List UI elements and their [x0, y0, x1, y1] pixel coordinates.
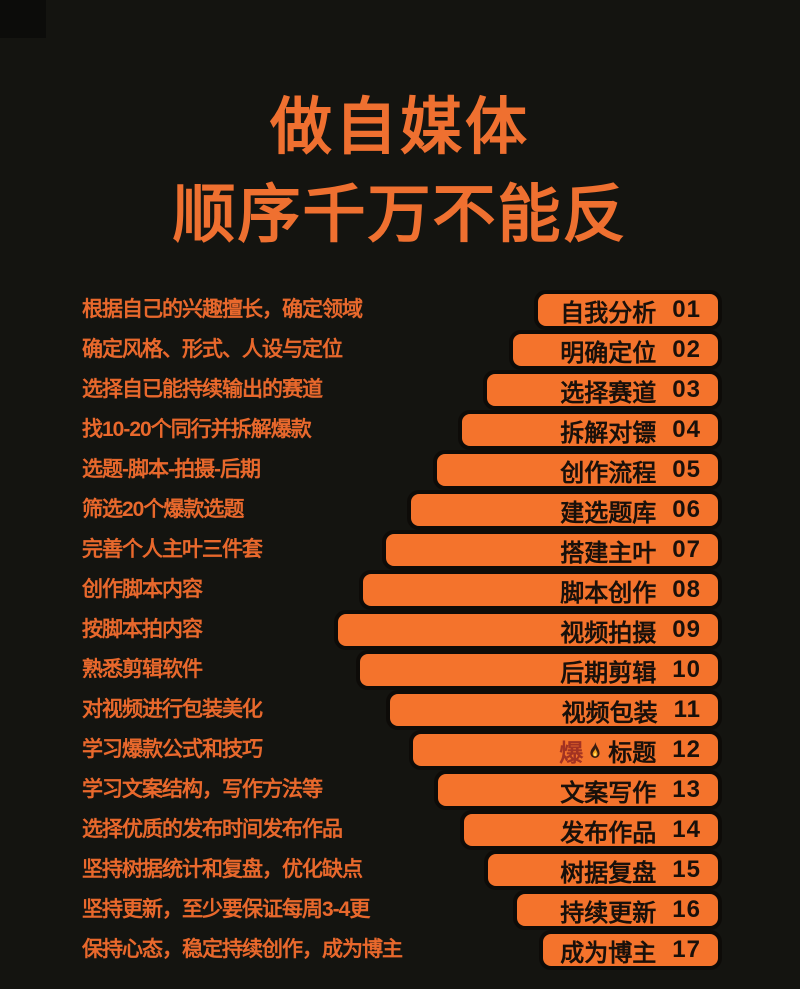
step-label: 自我分析 [560, 299, 657, 327]
step-description: 学习爆款公式和技巧 [82, 738, 263, 761]
step-label: 成为博主 [560, 939, 657, 967]
step-label: 视频拍摄 [560, 619, 657, 647]
corner-shadow [0, 0, 46, 38]
step-row: 找10-20个同行并拆解爆款 拆解对镖 04 [0, 414, 800, 447]
step-row: 坚持树据统计和复盘，优化缺点 树据复盘 15 [0, 854, 800, 887]
step-description: 对视频进行包装美化 [82, 698, 263, 721]
step-bar: 建选题库 06 [411, 494, 718, 527]
step-label: 后期剪辑 [560, 659, 657, 687]
title-line-2: 顺序千万不能反 [172, 180, 628, 250]
step-description: 学习文案结构，写作方法等 [82, 778, 323, 801]
step-description: 创作脚本内容 [82, 578, 203, 601]
step-label: 创作流程 [560, 459, 657, 487]
step-row: 学习爆款公式和技巧 爆 标题 12 [0, 733, 800, 768]
step-row: 选题-脚本-拍摄-后期 创作流程 05 [0, 454, 800, 487]
step-label: 爆 标题 [559, 733, 656, 768]
step-number: 08 [672, 576, 701, 603]
step-number: 05 [672, 456, 701, 483]
step-bar: 文案写作 13 [438, 774, 718, 807]
step-number: 14 [672, 816, 701, 843]
step-bar: 树据复盘 15 [488, 854, 718, 887]
step-label: 文案写作 [560, 779, 657, 807]
step-description: 完善个人主叶三件套 [82, 538, 263, 561]
step-bar: 创作流程 05 [437, 454, 718, 487]
step-description: 保持心态，稳定持续创作，成为博主 [82, 938, 403, 961]
step-number: 13 [672, 776, 701, 803]
step-label: 视频包装 [561, 699, 658, 727]
step-label: 建选题库 [560, 499, 657, 527]
step-description: 按脚本拍内容 [82, 618, 203, 641]
step-row: 熟悉剪辑软件 后期剪辑 10 [0, 654, 800, 687]
step-description: 根据自己的兴趣擅长，确定领域 [82, 298, 363, 321]
step-number: 09 [672, 616, 701, 643]
step-bar: 发布作品 14 [464, 814, 718, 847]
step-bar: 选择赛道 03 [487, 374, 718, 407]
step-number: 11 [673, 696, 701, 723]
step-description: 选题-脚本-拍摄-后期 [82, 458, 261, 481]
step-label: 选择赛道 [560, 379, 657, 407]
step-row: 学习文案结构，写作方法等 文案写作 13 [0, 774, 800, 807]
step-label: 树据复盘 [560, 859, 657, 887]
step-bar: 自我分析 01 [538, 294, 718, 327]
step-row: 选择优质的发布时间发布作品 发布作品 14 [0, 814, 800, 847]
step-label: 脚本创作 [560, 579, 657, 607]
step-label: 持续更新 [560, 899, 657, 927]
step-row: 完善个人主叶三件套 搭建主叶 07 [0, 534, 800, 567]
step-description: 熟悉剪辑软件 [82, 658, 203, 681]
step-number: 02 [672, 336, 701, 363]
step-row: 创作脚本内容 脚本创作 08 [0, 574, 800, 607]
step-number: 10 [672, 656, 701, 683]
step-number: 17 [672, 936, 701, 963]
step-description: 坚持更新，至少要保证每周3-4更 [82, 898, 370, 921]
step-row: 确定风格、形式、人设与定位 明确定位 02 [0, 334, 800, 367]
step-row: 选择自已能持续输出的赛道 选择赛道 03 [0, 374, 800, 407]
step-label: 明确定位 [560, 339, 657, 367]
step-bar: 视频包装 11 [390, 694, 718, 727]
step-number: 03 [672, 376, 701, 403]
step-bar: 爆 标题 12 [413, 733, 718, 768]
step-label: 拆解对镖 [560, 419, 657, 447]
step-bar: 成为博主 17 [543, 934, 718, 967]
step-number: 07 [672, 536, 701, 563]
step-bar: 搭建主叶 07 [386, 534, 718, 567]
flame-icon [590, 740, 600, 758]
step-row: 对视频进行包装美化 视频包装 11 [0, 694, 800, 727]
step-bar: 持续更新 16 [517, 894, 718, 927]
step-bar: 后期剪辑 10 [360, 654, 718, 687]
step-number: 06 [672, 496, 701, 523]
step-number: 04 [672, 416, 701, 443]
step-number: 01 [672, 296, 701, 323]
step-number: 16 [672, 896, 701, 923]
step-bar: 明确定位 02 [513, 334, 718, 367]
step-bar: 脚本创作 08 [363, 574, 718, 607]
step-number: 12 [672, 736, 701, 763]
step-description: 选择自已能持续输出的赛道 [82, 378, 323, 401]
step-number: 15 [672, 856, 701, 883]
step-row: 坚持更新，至少要保证每周3-4更 持续更新 16 [0, 894, 800, 927]
step-description: 找10-20个同行并拆解爆款 [82, 418, 312, 441]
step-row: 按脚本拍内容 视频拍摄 09 [0, 614, 800, 647]
step-bar: 拆解对镖 04 [462, 414, 718, 447]
step-description: 筛选20个爆款选题 [82, 498, 244, 521]
step-bar: 视频拍摄 09 [338, 614, 718, 647]
title-line-1: 做自媒体 [269, 93, 530, 162]
step-row: 筛选20个爆款选题 建选题库 06 [0, 494, 800, 527]
step-description: 坚持树据统计和复盘，优化缺点 [82, 858, 363, 881]
hot-char: 爆 [559, 739, 584, 767]
step-row: 根据自己的兴趣擅长，确定领域 自我分析 01 [0, 294, 800, 327]
step-label: 发布作品 [560, 819, 657, 847]
step-label: 搭建主叶 [560, 539, 657, 567]
step-row: 保持心态，稳定持续创作，成为博主 成为博主 17 [0, 934, 800, 967]
step-description: 确定风格、形式、人设与定位 [82, 338, 343, 361]
step-description: 选择优质的发布时间发布作品 [82, 818, 343, 841]
